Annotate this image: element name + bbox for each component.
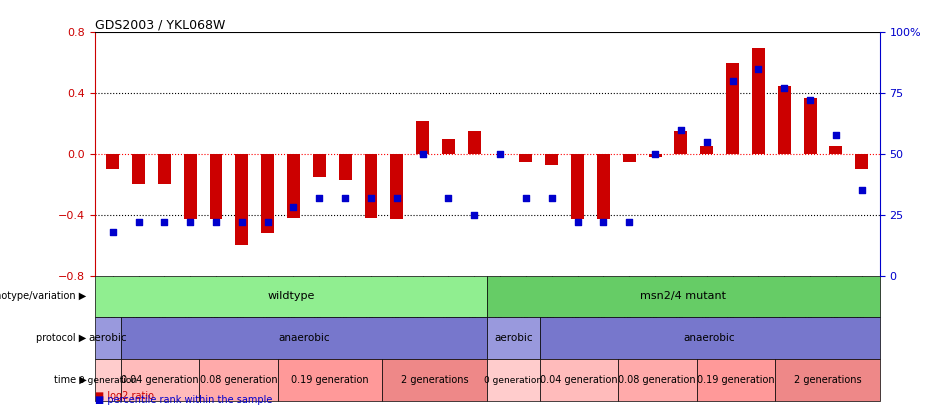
Bar <box>803 98 816 154</box>
Bar <box>830 146 842 154</box>
Bar <box>519 154 533 162</box>
Text: 0.19 generation: 0.19 generation <box>697 375 775 385</box>
Point <box>286 204 301 211</box>
Bar <box>261 154 274 233</box>
Text: anaerobic: anaerobic <box>684 333 735 343</box>
Point <box>596 219 611 225</box>
Bar <box>649 154 661 157</box>
Text: GDS2003 / YKL068W: GDS2003 / YKL068W <box>95 18 225 31</box>
Text: 0.04 generation: 0.04 generation <box>540 375 618 385</box>
FancyBboxPatch shape <box>487 318 539 359</box>
Point <box>105 228 120 235</box>
Bar <box>364 154 377 218</box>
Bar <box>674 131 688 154</box>
FancyBboxPatch shape <box>775 359 880 401</box>
Text: 2 generations: 2 generations <box>794 375 861 385</box>
FancyBboxPatch shape <box>618 359 696 401</box>
Text: 0.19 generation: 0.19 generation <box>291 375 369 385</box>
Point <box>208 219 223 225</box>
Point <box>131 219 146 225</box>
Point <box>338 194 353 201</box>
FancyBboxPatch shape <box>382 359 487 401</box>
Text: ■ percentile rank within the sample: ■ percentile rank within the sample <box>95 395 272 405</box>
Point <box>466 211 482 218</box>
FancyBboxPatch shape <box>95 359 121 401</box>
Bar <box>184 154 197 220</box>
Bar <box>236 154 248 245</box>
Bar <box>106 154 119 169</box>
Text: aerobic: aerobic <box>88 333 127 343</box>
FancyBboxPatch shape <box>121 359 200 401</box>
Point <box>441 194 456 201</box>
Bar <box>132 154 145 184</box>
FancyBboxPatch shape <box>539 318 880 359</box>
FancyBboxPatch shape <box>487 275 880 318</box>
Text: ■ log2 ratio: ■ log2 ratio <box>95 391 153 401</box>
Point <box>570 219 586 225</box>
Point <box>312 194 327 201</box>
Point <box>622 219 637 225</box>
Point <box>802 97 817 104</box>
Point <box>493 151 508 157</box>
Text: 2 generations: 2 generations <box>401 375 468 385</box>
Point <box>829 131 844 138</box>
Bar <box>727 63 739 154</box>
Bar <box>287 154 300 218</box>
Point <box>777 85 792 92</box>
Text: 0.08 generation: 0.08 generation <box>200 375 277 385</box>
Bar <box>855 154 868 169</box>
Point <box>157 219 172 225</box>
Bar <box>700 146 713 154</box>
Bar <box>778 85 791 154</box>
Bar <box>597 154 610 220</box>
Bar <box>545 154 558 164</box>
Bar <box>416 121 429 154</box>
Bar <box>752 48 765 154</box>
Bar <box>468 131 481 154</box>
FancyBboxPatch shape <box>539 359 618 401</box>
FancyBboxPatch shape <box>278 359 382 401</box>
Point <box>544 194 559 201</box>
Text: time ▶: time ▶ <box>54 375 87 385</box>
FancyBboxPatch shape <box>200 359 278 401</box>
Bar <box>158 154 171 184</box>
Point <box>854 187 869 194</box>
Bar <box>622 154 636 162</box>
Bar <box>209 154 222 220</box>
Bar <box>339 154 352 180</box>
Text: 0 generation: 0 generation <box>484 375 542 385</box>
Point <box>260 219 275 225</box>
Point <box>363 194 378 201</box>
Point <box>725 78 740 84</box>
Point <box>674 126 689 133</box>
Text: genotype/variation ▶: genotype/variation ▶ <box>0 292 87 301</box>
Text: 0 generation: 0 generation <box>79 375 137 385</box>
Point <box>518 194 534 201</box>
Point <box>699 139 714 145</box>
FancyBboxPatch shape <box>95 318 121 359</box>
Point <box>415 151 430 157</box>
Text: protocol ▶: protocol ▶ <box>37 333 87 343</box>
Text: 0.04 generation: 0.04 generation <box>121 375 199 385</box>
Text: wildtype: wildtype <box>267 292 315 301</box>
Text: 0.08 generation: 0.08 generation <box>619 375 696 385</box>
Point <box>647 151 662 157</box>
Text: anaerobic: anaerobic <box>278 333 330 343</box>
Text: aerobic: aerobic <box>494 333 533 343</box>
FancyBboxPatch shape <box>696 359 775 401</box>
Point <box>183 219 198 225</box>
Bar <box>391 154 403 220</box>
Point <box>235 219 250 225</box>
Bar <box>442 139 455 154</box>
Bar <box>313 154 325 177</box>
Bar <box>571 154 584 220</box>
Point <box>751 66 766 72</box>
FancyBboxPatch shape <box>487 359 539 401</box>
Point <box>389 194 404 201</box>
FancyBboxPatch shape <box>121 318 487 359</box>
Text: msn2/4 mutant: msn2/4 mutant <box>640 292 727 301</box>
FancyBboxPatch shape <box>95 275 487 318</box>
